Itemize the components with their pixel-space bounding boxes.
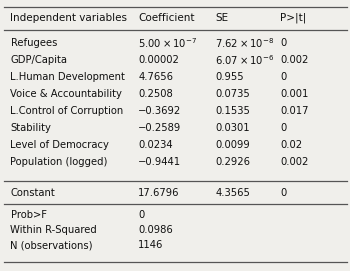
Text: 0.02: 0.02 xyxy=(280,140,302,150)
Text: $7.62 \times 10^{-8}$: $7.62 \times 10^{-8}$ xyxy=(215,36,274,50)
Text: Voice & Accountability: Voice & Accountability xyxy=(10,89,122,99)
Text: 0: 0 xyxy=(280,188,286,198)
Text: Level of Democracy: Level of Democracy xyxy=(10,140,109,150)
Text: Constant: Constant xyxy=(10,188,55,198)
Text: 0.002: 0.002 xyxy=(280,157,308,167)
Text: Refugees: Refugees xyxy=(10,38,57,48)
Text: 0.2926: 0.2926 xyxy=(215,157,250,167)
Text: 0.0234: 0.0234 xyxy=(138,140,173,150)
Text: 0: 0 xyxy=(280,123,286,133)
Text: −0.2589: −0.2589 xyxy=(138,123,182,133)
Text: Independent variables: Independent variables xyxy=(10,13,127,23)
Text: 4.3565: 4.3565 xyxy=(215,188,250,198)
Text: Stability: Stability xyxy=(10,123,51,133)
Text: −0.3692: −0.3692 xyxy=(138,106,182,116)
Text: −0.9441: −0.9441 xyxy=(138,157,181,167)
Text: 0: 0 xyxy=(280,72,286,82)
Text: 0.017: 0.017 xyxy=(280,106,308,116)
Text: 0.0099: 0.0099 xyxy=(215,140,250,150)
Text: L.Control of Corruption: L.Control of Corruption xyxy=(10,106,124,116)
Text: 0.0301: 0.0301 xyxy=(215,123,250,133)
Text: 0.002: 0.002 xyxy=(280,55,308,65)
Text: 0.001: 0.001 xyxy=(280,89,308,99)
Text: 0: 0 xyxy=(280,38,286,48)
Text: 0: 0 xyxy=(138,210,145,220)
Text: Population (logged): Population (logged) xyxy=(10,157,108,167)
Text: $6.07 \times 10^{-6}$: $6.07 \times 10^{-6}$ xyxy=(215,53,274,67)
Text: P>|t|: P>|t| xyxy=(280,13,306,23)
Text: 0.1535: 0.1535 xyxy=(215,106,250,116)
Text: Within R-Squared: Within R-Squared xyxy=(10,225,97,235)
Text: 4.7656: 4.7656 xyxy=(138,72,173,82)
Text: SE: SE xyxy=(215,13,228,23)
Text: 0.2508: 0.2508 xyxy=(138,89,173,99)
Text: N (observations): N (observations) xyxy=(10,240,93,250)
Text: GDP/Capita: GDP/Capita xyxy=(10,55,68,65)
Text: 0.955: 0.955 xyxy=(215,72,244,82)
Text: Prob>F: Prob>F xyxy=(10,210,47,220)
Text: Coefficient: Coefficient xyxy=(138,13,195,23)
Text: 0.0735: 0.0735 xyxy=(215,89,250,99)
Text: 17.6796: 17.6796 xyxy=(138,188,180,198)
Text: $5.00 \times 10^{-7}$: $5.00 \times 10^{-7}$ xyxy=(138,36,197,50)
Text: 0.00002: 0.00002 xyxy=(138,55,179,65)
Text: 1146: 1146 xyxy=(138,240,164,250)
Text: L.Human Development: L.Human Development xyxy=(10,72,125,82)
Text: 0.0986: 0.0986 xyxy=(138,225,173,235)
